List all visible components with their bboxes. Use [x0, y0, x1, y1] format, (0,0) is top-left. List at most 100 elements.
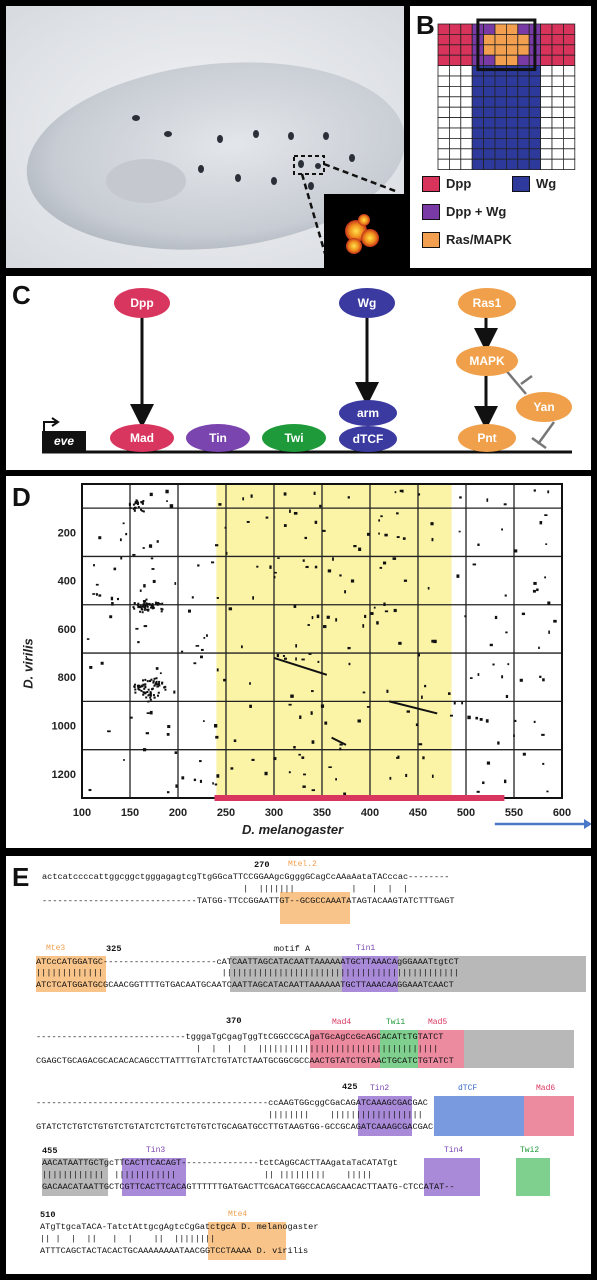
grid-cell	[562, 137, 576, 150]
x-tick-label: 550	[505, 807, 523, 819]
grid-cell	[551, 127, 564, 139]
grid-cell	[562, 33, 576, 46]
site-label: Twi2	[520, 1146, 540, 1155]
grid-cell	[551, 158, 564, 170]
dot	[137, 606, 140, 609]
dot	[544, 514, 548, 517]
dot	[303, 773, 306, 776]
dot	[134, 683, 137, 686]
site-label: Mad5	[428, 1018, 448, 1027]
grid-cell	[528, 106, 541, 118]
grid-cell	[460, 65, 473, 77]
position-number: 370	[226, 1016, 242, 1026]
grid-cell	[562, 117, 576, 129]
dot	[431, 537, 434, 542]
dot	[135, 627, 139, 630]
conserved-region-bar	[214, 795, 505, 801]
legend-swatch	[422, 232, 440, 248]
dot	[153, 677, 156, 680]
dot	[284, 657, 287, 660]
dot	[216, 668, 219, 672]
dot	[544, 576, 547, 579]
dot	[95, 583, 99, 586]
grid-cell	[540, 75, 553, 87]
x-tick-label: 200	[169, 807, 187, 819]
x-axis-label: D. melanogaster	[242, 822, 344, 837]
dot	[453, 701, 456, 705]
dot	[150, 604, 153, 607]
dot	[137, 501, 140, 504]
panel-d: D 100 150 200 250 300 350 400 450 500 550 600 200 40…	[6, 476, 591, 848]
grid-cell	[483, 44, 496, 56]
dot	[320, 704, 325, 708]
grid-cell	[449, 54, 462, 67]
dot	[362, 691, 366, 694]
dot	[327, 569, 332, 573]
dot	[538, 646, 540, 650]
y-tick-label: 800	[58, 672, 76, 684]
dot	[144, 603, 147, 606]
dot	[486, 498, 489, 502]
dot	[206, 634, 208, 637]
dot	[299, 715, 302, 719]
dot	[399, 489, 403, 493]
dot	[406, 710, 410, 713]
dot	[233, 739, 237, 743]
dot	[134, 691, 137, 694]
dot	[464, 615, 467, 618]
grid-cell	[517, 75, 530, 87]
dot	[433, 639, 437, 644]
panel-c: C eve Dpp Wg Ras1 MAPK Yan Mad Tin Twi a…	[6, 276, 591, 470]
dot	[521, 612, 526, 616]
eve-gene-box: eve	[42, 431, 86, 451]
grid-cell	[540, 23, 553, 35]
dot	[157, 682, 160, 685]
dot	[164, 688, 167, 691]
dot	[88, 788, 92, 792]
dot	[380, 515, 383, 518]
dot	[119, 538, 122, 542]
dot	[343, 792, 347, 796]
dot	[211, 561, 215, 564]
dot	[86, 638, 90, 640]
dot	[140, 684, 143, 687]
dot	[276, 653, 280, 658]
dot	[128, 504, 131, 507]
dot	[317, 660, 320, 663]
dot	[147, 608, 150, 611]
dot	[156, 603, 159, 606]
dot	[424, 684, 427, 688]
site-label: Tin4	[444, 1146, 464, 1155]
dot	[427, 586, 430, 590]
grid-cell	[517, 117, 530, 129]
dot	[152, 605, 155, 608]
dot	[150, 557, 154, 560]
dot	[505, 694, 509, 699]
dot	[477, 673, 480, 676]
grid-cell	[494, 158, 507, 170]
dot	[293, 511, 298, 515]
dot	[350, 579, 355, 583]
dot	[132, 503, 135, 506]
dot	[156, 683, 159, 686]
dot	[269, 565, 272, 569]
grid-cell	[517, 23, 530, 35]
dot	[158, 684, 161, 687]
grid-cell	[471, 148, 485, 160]
dot	[504, 594, 507, 597]
dot	[169, 504, 174, 508]
dot	[122, 522, 125, 525]
dot	[152, 681, 155, 684]
grid-cell	[460, 117, 473, 129]
site-label: Tin3	[146, 1146, 166, 1155]
grid-cell	[460, 23, 473, 35]
grid-cell	[517, 148, 530, 160]
dot	[143, 600, 146, 603]
site-label: dTCF	[458, 1084, 478, 1093]
dot	[163, 686, 166, 689]
grid-cell	[494, 117, 507, 129]
grid-cell	[540, 137, 553, 150]
dot	[100, 661, 104, 665]
dot	[384, 610, 389, 613]
dot	[218, 503, 222, 506]
